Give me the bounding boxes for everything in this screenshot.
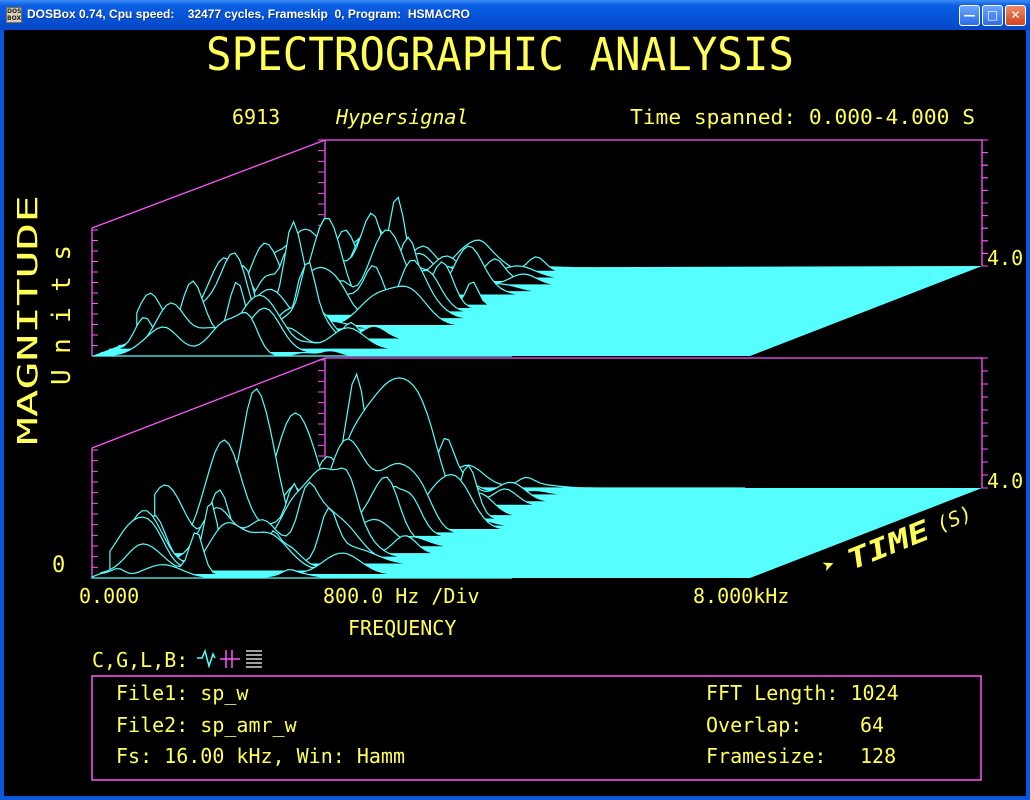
legend-prefix: C,G,L,B:: [92, 648, 188, 672]
file2-label: File2: sp_amr_w: [116, 713, 298, 737]
top-time-end-label: 4.0: [987, 246, 1023, 270]
y-zero-label: 0: [52, 553, 65, 578]
spectrum-ridge: [91, 564, 512, 579]
framesize-label: Framesize:: [706, 744, 826, 768]
fft-length: FFT Length: 1024: [706, 681, 899, 705]
x-tick-div: 800.0 Hz /Div: [323, 584, 480, 608]
id-number: 6913: [232, 105, 280, 129]
maximize-button[interactable]: □: [982, 5, 1003, 26]
close-button[interactable]: ✕: [1005, 5, 1026, 26]
page-title: SPECTROGRAPHIC ANALYSIS: [206, 30, 794, 81]
x-axis-label: FREQUENCY: [348, 616, 456, 640]
spectrum-ridge: [91, 311, 512, 357]
dos-screen[interactable]: SPECTROGRAPHIC ANALYSIS 6913 Hypersignal…: [4, 30, 1026, 796]
time-spanned: Time spanned: 0.000-4.000 S: [630, 105, 975, 129]
maximize-icon: □: [986, 8, 999, 22]
close-icon: ✕: [1010, 8, 1021, 22]
overlap-value: 64: [860, 713, 884, 737]
dosbox-app-icon[interactable]: DOS BOX: [6, 7, 22, 23]
minimize-icon: —: [963, 8, 976, 22]
brand-label: Hypersignal: [335, 105, 468, 129]
top-panel-axes: 4.0: [91, 139, 1023, 357]
bottom-panel-axes: 4.0: [91, 357, 1023, 579]
window-title: DOSBox 0.74, Cpu speed: 32477 cycles, Fr…: [27, 7, 470, 21]
file1-label: File1: sp_w: [116, 681, 249, 705]
minimize-button[interactable]: —: [959, 5, 980, 26]
bottom-panel-surface: [91, 372, 745, 579]
screen-background: [4, 30, 1026, 796]
title-bar[interactable]: DOS BOX DOSBox 0.74, Cpu speed: 32477 cy…: [0, 0, 1030, 31]
lines-icon[interactable]: [246, 650, 262, 668]
overlap-label: Overlap:: [706, 713, 802, 737]
app-icon-label: DOS BOX: [7, 8, 22, 22]
top-panel-surface: [91, 196, 745, 357]
window-frame: [0, 30, 1030, 800]
info-box: [91, 675, 982, 781]
bottom-time-end-label: 4.0: [987, 469, 1023, 493]
spectrum-ridge: [100, 532, 523, 576]
x-tick-end: 8.000kHz: [693, 584, 789, 608]
framesize-value: 128: [860, 744, 896, 768]
grid-icon[interactable]: [220, 650, 240, 668]
waveform-icon[interactable]: [197, 648, 216, 669]
x-tick-start: 0.000: [79, 584, 139, 608]
fs-label: Fs: 16.00 kHz, Win: Hamm: [116, 744, 405, 768]
y-axis-label: MAGNITUDE: [11, 195, 44, 445]
